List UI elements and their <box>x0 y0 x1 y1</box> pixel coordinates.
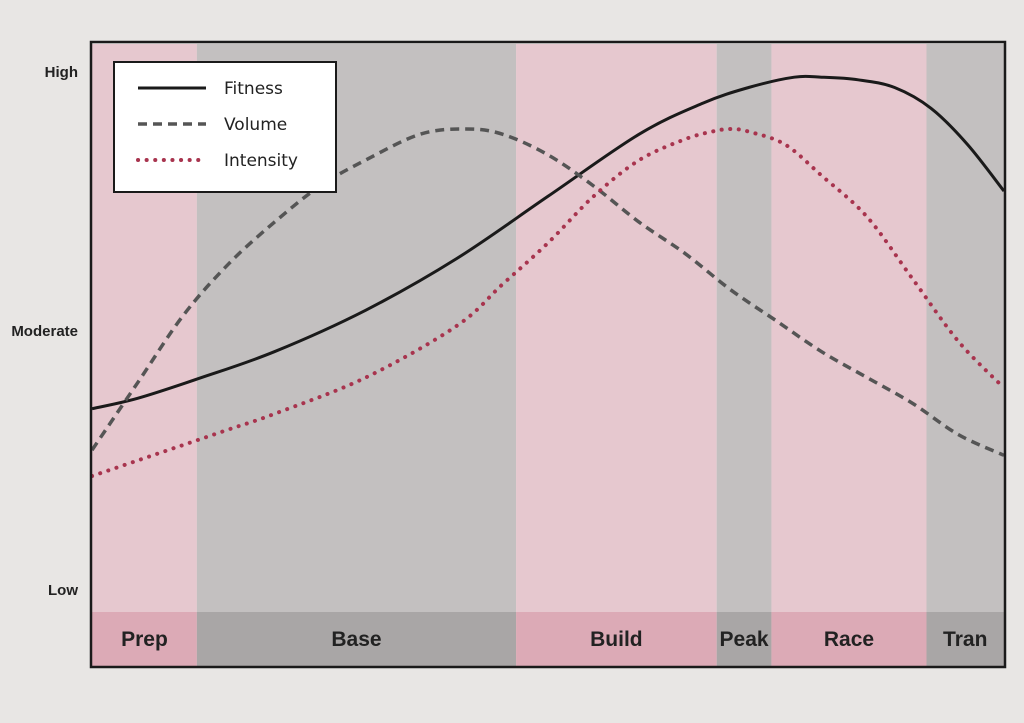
phase-strip-race <box>771 612 927 666</box>
phase-strip-prep <box>92 612 197 666</box>
phase-label-peak: Peak <box>720 628 769 651</box>
legend-label-fitness: Fitness <box>224 79 283 99</box>
y-tick-low: Low <box>48 582 78 599</box>
series-line-volume <box>90 127 1005 457</box>
y-tick-high: High <box>45 64 78 81</box>
legend-label-intensity: Intensity <box>224 151 298 171</box>
phase-labels: Prep Base Build Peak Race Tran <box>121 628 987 651</box>
phase-strip-tran <box>926 612 1004 666</box>
series-curves <box>90 74 1006 478</box>
y-tick-moderate: Moderate <box>11 323 78 340</box>
phase-band-race <box>771 44 927 612</box>
legend: Fitness Volume Intensity <box>113 61 337 193</box>
series-line-intensity <box>90 126 1006 478</box>
phase-band-build <box>516 44 717 612</box>
legend-box <box>113 61 337 193</box>
phase-label-prep: Prep <box>121 628 168 651</box>
y-axis-ticks: Low Moderate High <box>11 64 78 599</box>
phase-label-strip <box>92 612 1004 666</box>
plot-frame <box>89 40 1007 669</box>
phase-label-build: Build <box>590 628 643 651</box>
series-line-fitness <box>91 74 1006 411</box>
phase-label-tran: Tran <box>943 628 987 651</box>
phase-band-tran <box>926 44 1004 612</box>
legend-label-volume: Volume <box>224 115 287 135</box>
phase-label-race: Race <box>824 628 874 651</box>
phase-label-base: Base <box>331 628 381 651</box>
phase-band-peak <box>716 44 772 612</box>
phase-strip-peak <box>716 612 772 666</box>
phase-strip-build <box>516 612 717 666</box>
phase-bands <box>92 44 1004 612</box>
phase-strip-base <box>196 612 517 666</box>
